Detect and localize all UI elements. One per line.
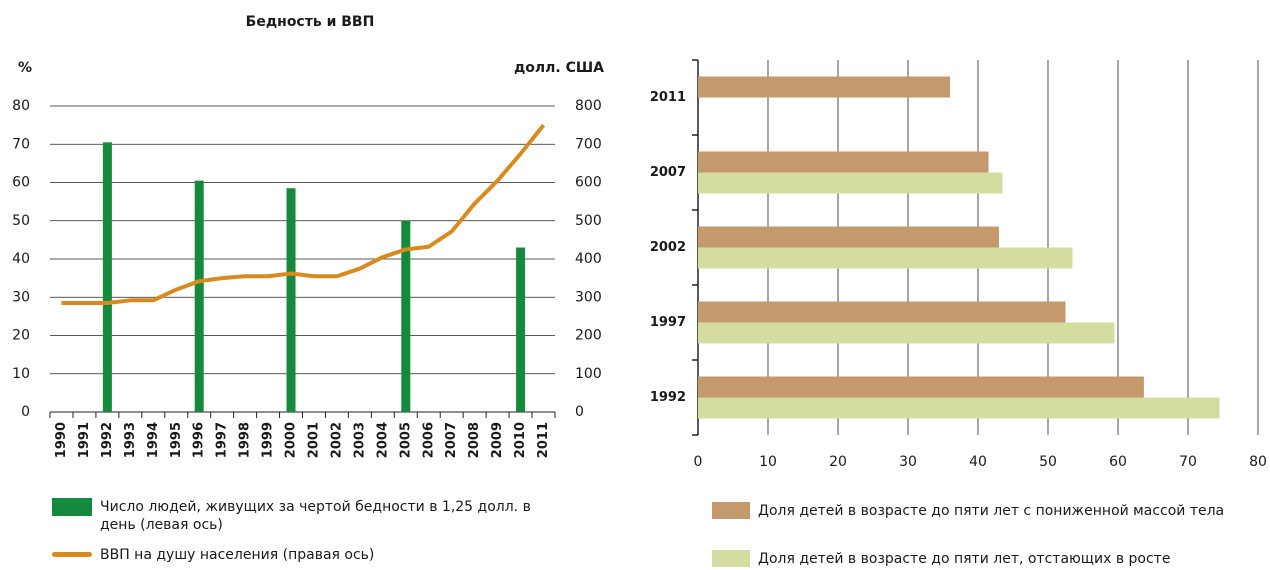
legend-label: Доля детей в возрасте до пяти лет с пони… [758,502,1225,519]
y2-tick-label: 300 [575,289,602,305]
legend-label: Доля детей в возрасте до пяти лет, отста… [758,550,1171,567]
y-tick-label: 1997 [650,315,686,330]
bar [698,76,950,98]
x-tick-label: 1996 [192,422,207,458]
y2-axis-label: долл. США [514,60,604,76]
bar [698,226,999,248]
x-tick-label: 2002 [329,422,344,458]
y2-tick-label: 700 [575,136,602,152]
y-tick-label: 10 [12,366,30,382]
y-tick-label: 70 [12,136,30,152]
x-tick-label: 1991 [77,422,92,458]
x-tick-label: 50 [1039,454,1057,470]
legend-label: Число людей, живущих за чертой бедности … [100,499,531,533]
bar [516,247,526,412]
x-tick-label: 10 [759,454,777,470]
y-axis-label: % [18,60,32,76]
x-tick-label: 1990 [54,422,69,458]
y-tick-label: 80 [12,98,30,114]
bar [286,188,296,412]
x-tick-label: 70 [1179,454,1197,470]
x-tick-label: 2009 [490,422,505,458]
legend-swatch [712,502,750,519]
y2-tick-label: 800 [575,98,602,114]
bar [698,376,1144,398]
y-tick-label: 60 [12,175,30,191]
y2-tick-label: 100 [575,366,602,382]
x-tick-label: 2008 [467,422,482,458]
x-tick-label: 30 [899,454,917,470]
y-tick-label: 40 [12,251,30,267]
x-tick-label: 0 [694,454,703,470]
x-tick-label: 20 [829,454,847,470]
x-tick-label: 40 [969,454,987,470]
y-tick-label: 2002 [650,240,686,255]
x-tick-label: 80 [1249,454,1267,470]
x-tick-label: 60 [1109,454,1127,470]
chart-title: Бедность и ВВП [246,14,375,30]
y-tick-label: 0 [21,404,30,420]
bar [194,180,204,412]
bar [698,172,1003,194]
legend-swatch [52,498,92,516]
bar [698,397,1220,419]
x-tick-label: 1999 [261,422,276,458]
y2-tick-label: 600 [575,175,602,191]
y-tick-label: 30 [12,289,30,305]
x-tick-label: 2007 [444,422,459,458]
x-tick-label: 1993 [123,422,138,458]
y-tick-label: 2011 [650,90,686,105]
x-tick-label: 1994 [146,422,161,458]
x-tick-label: 2003 [352,422,367,458]
y-tick-label: 20 [12,328,30,344]
x-tick-label: 2004 [375,422,390,458]
bar [102,142,112,412]
x-tick-label: 1997 [215,422,230,458]
legend-swatch [52,552,92,557]
x-tick-label: 2005 [398,422,413,458]
x-tick-label: 2006 [421,422,436,458]
y2-tick-label: 200 [575,328,602,344]
bar [401,220,411,412]
y2-tick-label: 0 [575,404,584,420]
bar [698,151,989,173]
x-tick-label: 2011 [536,422,551,458]
legend-swatch [712,550,750,567]
x-tick-label: 1998 [238,422,253,458]
x-tick-label: 1992 [100,422,115,458]
y-tick-label: 50 [12,213,30,229]
line [61,123,546,305]
x-tick-label: 2010 [513,422,528,458]
y-tick-label: 1992 [650,390,686,405]
x-tick-label: 2001 [306,422,321,458]
y-tick-label: 2007 [650,165,686,180]
y2-tick-label: 400 [575,251,602,267]
legend-label: ВВП на душу населения (правая ось) [100,546,375,563]
x-tick-label: 1995 [169,422,184,458]
bar [698,301,1066,323]
y2-tick-label: 500 [575,213,602,229]
bar [698,322,1115,344]
bar [698,247,1073,269]
x-tick-label: 2000 [284,422,299,458]
